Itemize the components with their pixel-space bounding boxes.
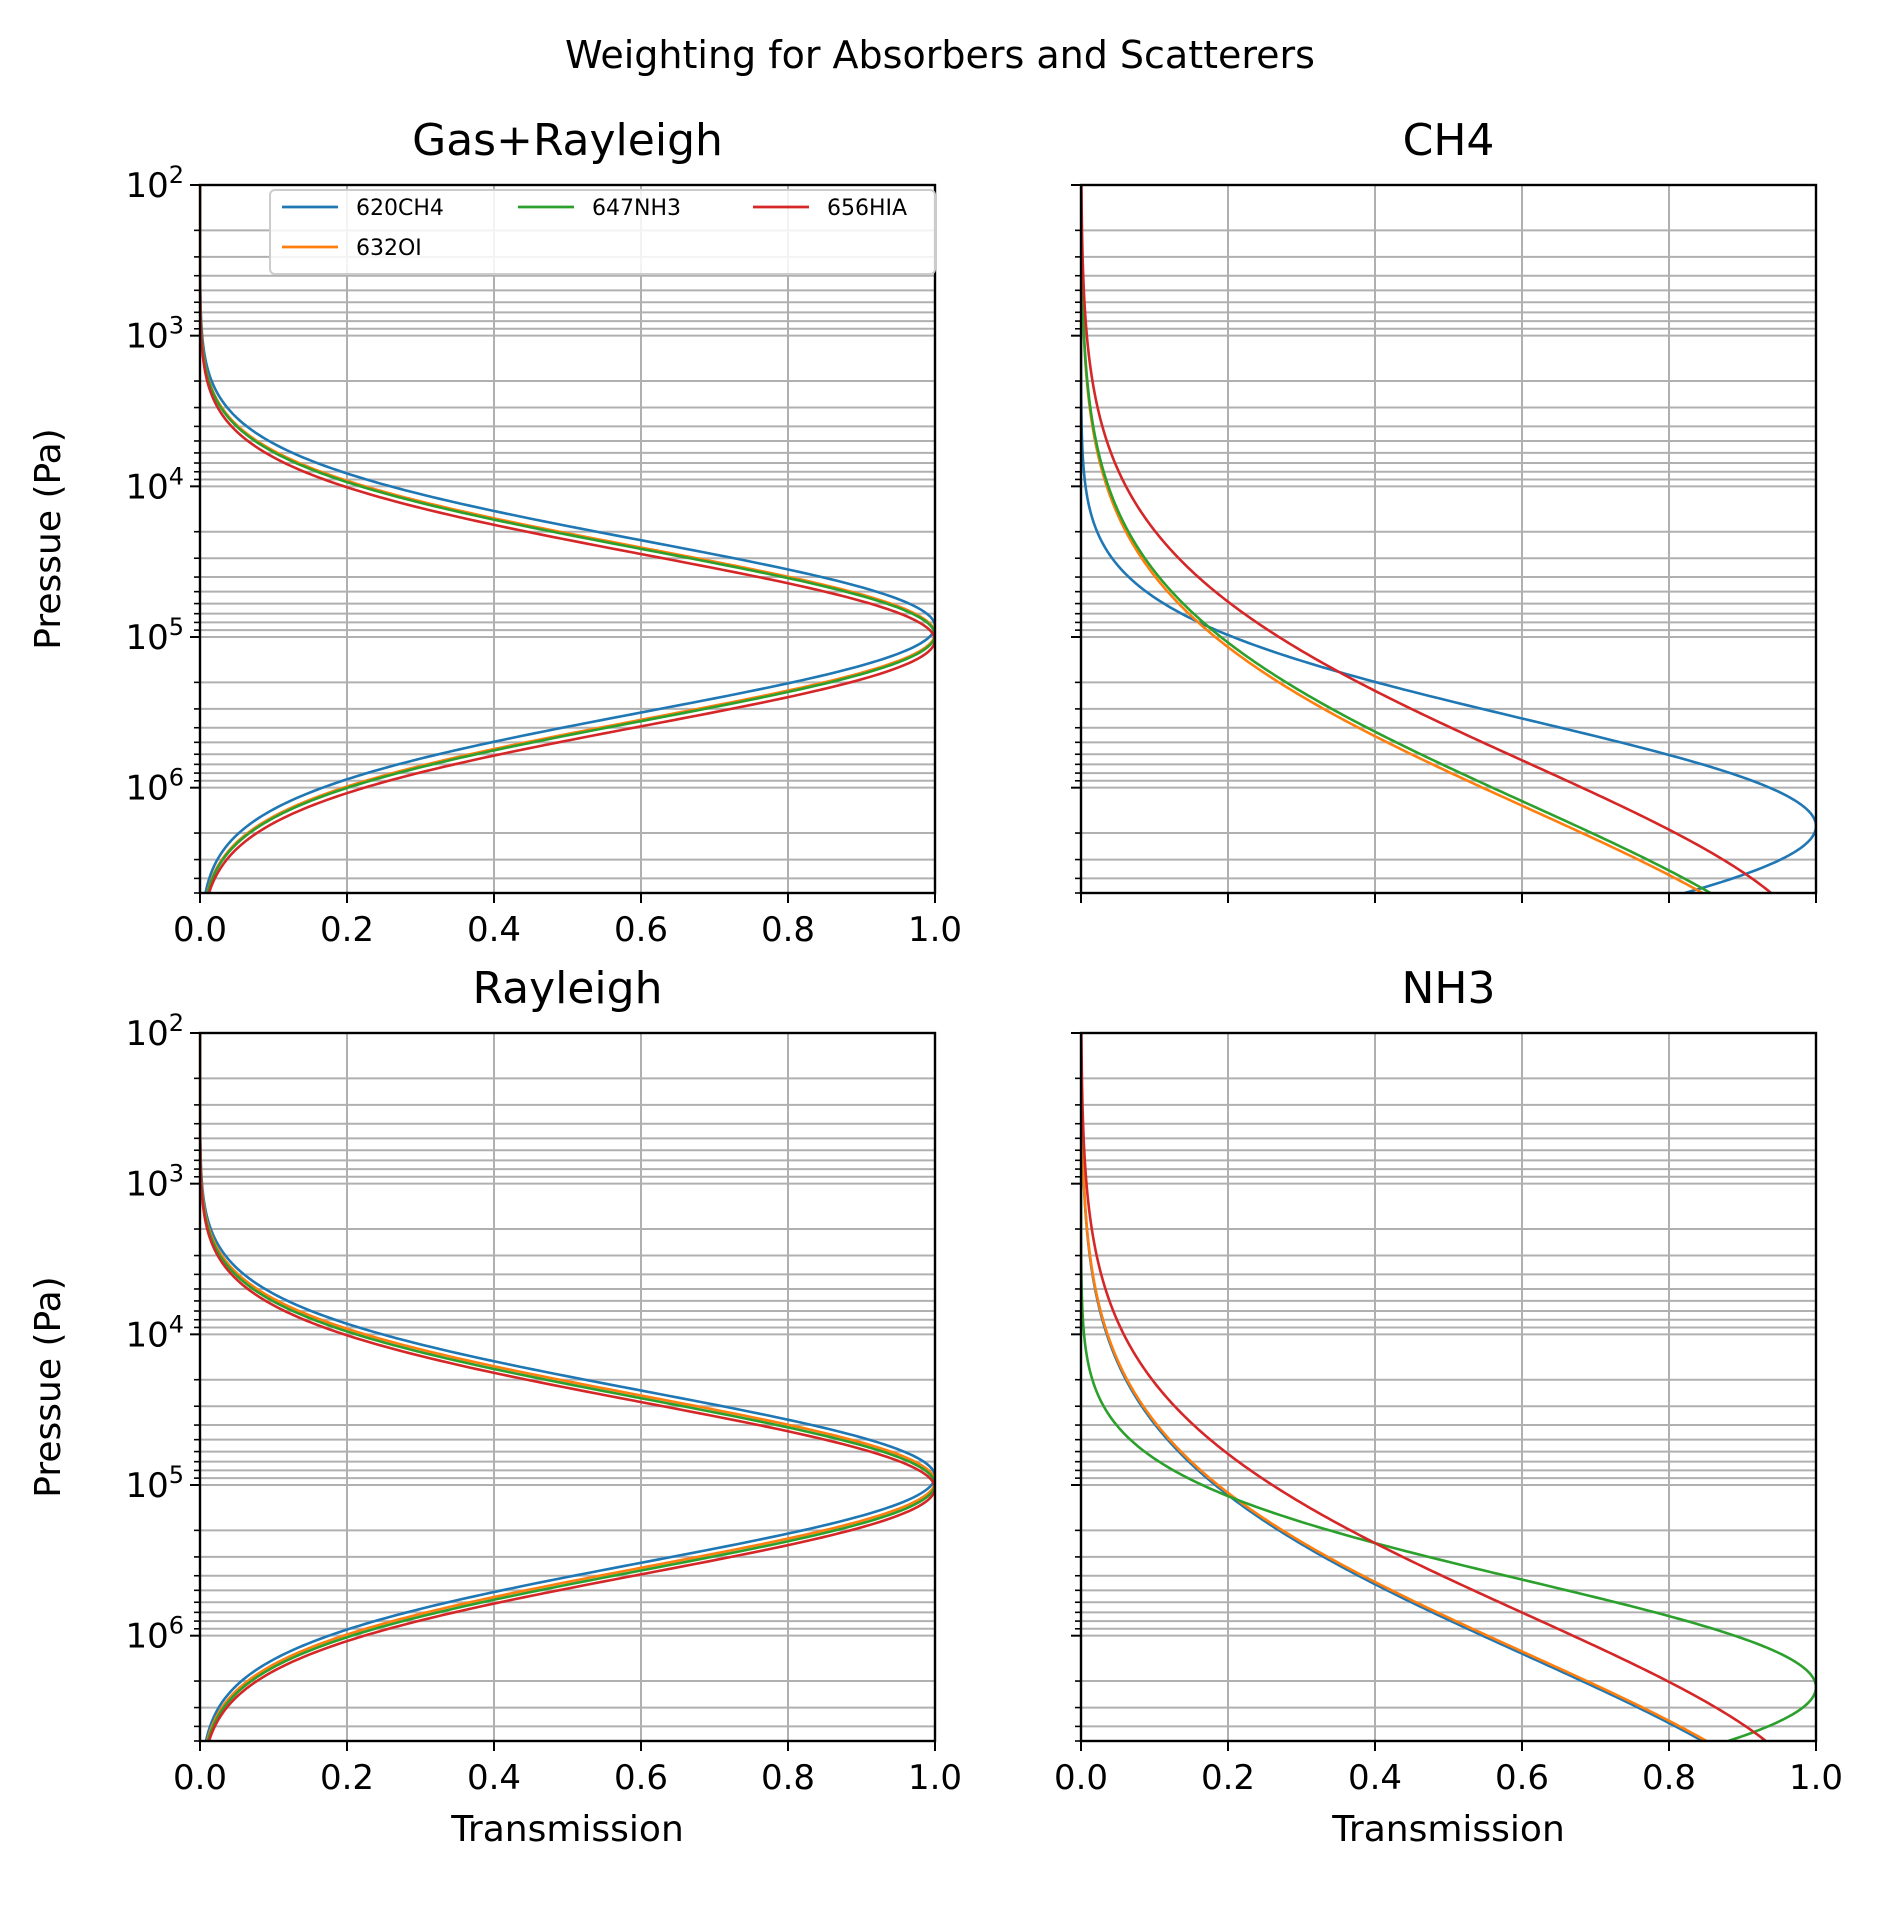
y-tick-label: 105 (125, 613, 184, 658)
legend-item-620CH4: 620CH4 (282, 196, 444, 221)
x-tick-label: 0.4 (467, 1758, 521, 1798)
x-tick-label: 0.8 (761, 1758, 815, 1798)
x-axis-label: Transmission (1331, 1809, 1565, 1850)
x-axis-label: Transmission (450, 1809, 684, 1850)
legend-item-656HIA: 656HIA (753, 196, 907, 221)
x-tick-label: 0.0 (173, 1758, 227, 1798)
panel-title: CH4 (1403, 115, 1495, 166)
axes-frame (198, 183, 937, 895)
panel-title: Gas+Rayleigh (412, 115, 723, 166)
x-tick-label: 1.0 (908, 910, 962, 950)
x-tick-label: 0.2 (320, 1758, 374, 1798)
x-tick-label: 1.0 (1789, 1758, 1843, 1798)
figure-suptitle: Weighting for Absorbers and Scatterers (565, 33, 1315, 77)
x-tick-label: 0.8 (761, 910, 815, 950)
panels: 0.0 0.2 0.4 0.6 0.8 1.0 102 103 104 105 106 Gas+Ray… (28, 115, 1843, 1850)
curves (1081, 1033, 1816, 1741)
x-tick-label: 0.6 (614, 1758, 668, 1798)
y-tick-label: 104 (125, 1310, 184, 1355)
x-tick-label: 0.8 (1642, 1758, 1696, 1798)
series-line-620CH4 (1081, 185, 1816, 893)
legend-frame (269, 189, 936, 275)
x-tick-label: 0.6 (614, 910, 668, 950)
series-line-632OI (1081, 1033, 1708, 1741)
curves (1081, 185, 1816, 893)
legend-item-632OI: 632OI (282, 236, 422, 261)
y-tick-label: 106 (125, 764, 184, 809)
y-tick-label: 103 (125, 1160, 184, 1205)
grid (1081, 185, 1816, 894)
legend-label: 620CH4 (356, 196, 444, 221)
y-tick-label: 106 (125, 1612, 184, 1657)
legend-label: 632OI (356, 236, 422, 261)
legend-label: 647NH3 (592, 196, 681, 221)
y-tick-label: 105 (125, 1461, 184, 1506)
panel-title: Rayleigh (473, 963, 663, 1014)
legend: 620CH4 632OI 647NH3 656HIA (269, 189, 936, 275)
axes-frame (1079, 183, 1818, 895)
x-tick-label: 0.0 (173, 910, 227, 950)
axes-frame (1079, 1031, 1818, 1743)
x-tick-label: 0.2 (320, 910, 374, 950)
y-tick-label: 102 (125, 161, 184, 206)
axes-frame (198, 1031, 937, 1743)
y-axis-label: Pressue (Pa) (28, 1276, 69, 1497)
series-line-647NH3 (1081, 1033, 1816, 1741)
grid (200, 1033, 935, 1742)
panel-1: 0.0 0.2 0.4 0.6 0.8 1.0 102 103 104 105 106 Gas+Ray… (28, 115, 962, 950)
x-tick-label: 0.4 (1348, 1758, 1402, 1798)
y-tick-label: 102 (125, 1009, 184, 1054)
grid (1081, 1033, 1816, 1742)
panel-2: CH4 (1071, 115, 1818, 903)
x-tick-label: 1.0 (908, 1758, 962, 1798)
y-axis-label: Pressue (Pa) (28, 428, 69, 649)
legend-item-647NH3: 647NH3 (518, 196, 681, 221)
panel-3: 0.0 0.2 0.4 0.6 0.8 1.0 102 103 104 105 106 Rayleig… (28, 963, 962, 1850)
series-line-656HIA (1081, 185, 1772, 893)
legend-label: 656HIA (827, 196, 907, 221)
x-tick-label: 0.6 (1495, 1758, 1549, 1798)
x-tick-label: 0.2 (1201, 1758, 1255, 1798)
panel-4: 0.0 0.2 0.4 0.6 0.8 1.0 NH3 Transmission (1054, 963, 1843, 1850)
y-tick-label: 104 (125, 462, 184, 507)
x-tick-label: 0.0 (1054, 1758, 1108, 1798)
panel-title: NH3 (1402, 963, 1496, 1014)
series-line-647NH3 (1081, 185, 1712, 893)
x-tick-label: 0.4 (467, 910, 521, 950)
series-line-656HIA (1081, 1033, 1767, 1741)
y-tick-label: 103 (125, 312, 184, 357)
